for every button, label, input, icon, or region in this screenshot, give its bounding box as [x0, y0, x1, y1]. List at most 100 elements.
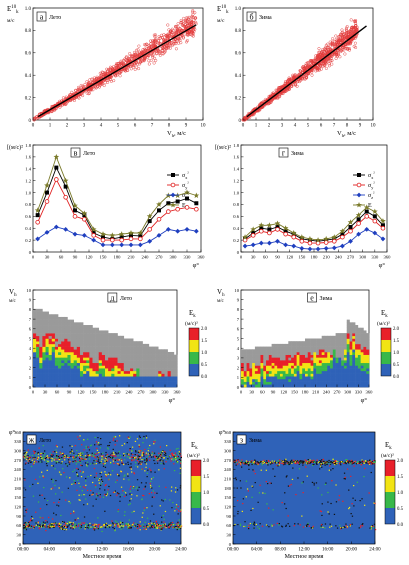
marker-square — [45, 190, 49, 195]
heatmap-cell — [39, 349, 43, 353]
heatmap-cell — [257, 370, 261, 374]
heatmap-cell — [313, 351, 317, 355]
heatmap-cell — [112, 491, 115, 493]
heatmap-cell — [64, 341, 68, 345]
heatmap-cell — [169, 449, 171, 451]
heatmap-cell — [61, 376, 65, 380]
heatmap-cell — [101, 360, 106, 364]
heatmap-cell — [271, 373, 275, 377]
heatmap-cell — [313, 370, 317, 374]
heatmap-cell — [39, 360, 43, 364]
heatmap-cell — [33, 319, 37, 323]
heatmap-cell — [332, 335, 336, 339]
heatmap-cell — [139, 378, 143, 382]
heatmap-cell — [310, 362, 314, 366]
heatmap-cell — [67, 357, 71, 361]
heatmap-cell — [263, 349, 267, 353]
scatter-point — [193, 27, 197, 31]
heatmap-cell — [117, 335, 121, 339]
heatmap-cell — [151, 378, 156, 382]
heatmap-cell — [341, 362, 345, 366]
heatmap-cell — [363, 333, 367, 337]
heatmap-cell — [120, 370, 125, 374]
heatmap-cell — [279, 384, 284, 388]
heatmap-cell — [260, 362, 264, 366]
heatmap-cell — [357, 330, 361, 334]
heatmap-cell — [114, 357, 118, 361]
heatmap-cell — [327, 362, 331, 366]
heatmap-cell — [302, 357, 306, 361]
y-axis-unit-a: м/с — [7, 18, 15, 24]
heatmap-cell — [296, 378, 300, 382]
heatmap-cell — [268, 357, 272, 361]
scatter-point — [174, 31, 178, 35]
heatmap-cell — [341, 335, 345, 339]
heatmap-cell — [33, 378, 37, 382]
heatmap-cell — [33, 370, 37, 374]
heatmap-cell — [252, 362, 256, 366]
heatmap-cell — [249, 370, 253, 374]
heatmap-cell — [111, 338, 115, 342]
heatmap-cell — [51, 360, 56, 364]
heatmap-cell — [142, 357, 146, 361]
heatmap-cell — [114, 384, 118, 388]
heatmap-cell — [117, 338, 121, 342]
heatmap-cell — [98, 444, 100, 446]
scatter-point — [129, 67, 133, 71]
heatmap-cell — [123, 354, 128, 358]
scatter-point — [126, 68, 130, 73]
heatmap-cell — [338, 368, 342, 372]
heatmap-cell — [76, 471, 78, 474]
heatmap-cell — [307, 376, 311, 380]
heatmap-cell — [52, 451, 54, 453]
y-tick-label: 2 — [29, 365, 32, 370]
heatmap-cell — [291, 370, 295, 374]
heatmap-cell — [39, 373, 43, 377]
heatmap-cell — [108, 526, 111, 528]
heatmap-cell — [44, 522, 46, 524]
heatmap-cell — [271, 349, 275, 353]
heatmap-cell — [108, 360, 112, 364]
heatmap-cell — [117, 357, 121, 361]
heatmap-cell — [257, 354, 261, 358]
heatmap-cell — [341, 343, 345, 347]
heatmap-cell — [246, 351, 250, 355]
heatmap-cell — [39, 376, 43, 380]
scatter-point — [156, 48, 160, 52]
heatmap-cell — [332, 376, 336, 380]
heatmap-cell — [98, 330, 103, 334]
scatter-point — [123, 69, 128, 73]
heatmap-cell — [84, 462, 87, 464]
scatter-point — [184, 40, 189, 44]
heatmap-cell — [79, 357, 84, 361]
heatmap-cell — [120, 351, 125, 355]
x-tick-label: 210 — [114, 390, 122, 395]
heatmap-cell — [86, 464, 88, 466]
heatmap-cell — [80, 476, 83, 478]
heatmap-cell — [260, 346, 264, 350]
heatmap-cell — [42, 319, 46, 323]
heatmap-cell — [243, 368, 247, 372]
heatmap-cell — [279, 362, 284, 366]
heatmap-cell — [101, 458, 103, 460]
heatmap-cell — [127, 525, 129, 527]
heatmap-cell — [357, 343, 361, 347]
heatmap-cell — [158, 349, 162, 353]
heatmap-cell — [252, 378, 256, 382]
heatmap-cell — [299, 354, 303, 358]
heatmap-cell — [164, 349, 168, 353]
heatmap-cell — [98, 360, 103, 364]
marker-circle — [82, 217, 87, 222]
heatmap-cell — [70, 346, 74, 350]
heatmap-cell — [139, 381, 143, 385]
heatmap-cell — [79, 330, 84, 334]
heatmap-cell — [111, 362, 115, 366]
heatmap-cell — [158, 357, 162, 361]
heatmap-cell — [25, 453, 27, 455]
heatmap-cell — [355, 338, 359, 342]
scatter-point — [108, 67, 112, 71]
heatmap-cell — [241, 351, 245, 355]
heatmap-cell — [150, 478, 153, 480]
heatmap-cell — [87, 476, 89, 478]
heatmap-cell — [111, 373, 115, 377]
